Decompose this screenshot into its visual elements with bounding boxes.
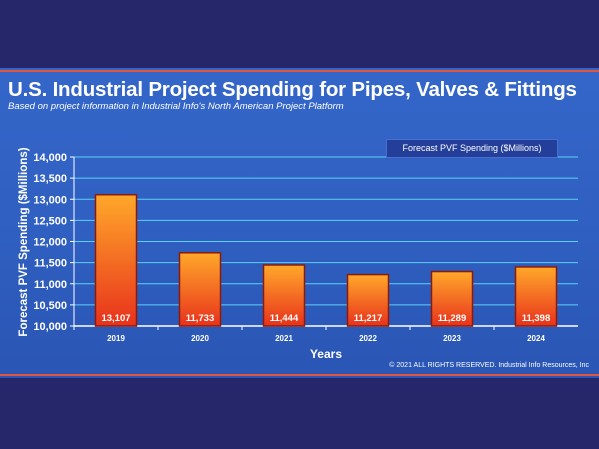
y-tick-labels: 10,000 10,500 11,000 11,500 12,000 12,500 13,0… [33, 152, 67, 333]
data-label: 11,217 [354, 313, 383, 324]
chart-subtitle: Based on project information in Industri… [8, 101, 344, 112]
x-tick-label: 2019 [107, 334, 125, 343]
chart-title: U.S. Industrial Project Spending for Pip… [8, 78, 577, 101]
data-label: 11,289 [438, 313, 467, 324]
bar [94, 193, 138, 327]
legend-label: Forecast PVF Spending ($Millions) [402, 143, 542, 153]
data-label: 11,733 [186, 313, 215, 324]
data-label: 13,107 [101, 313, 130, 324]
x-tick-label: 2024 [527, 334, 545, 343]
bar [346, 273, 390, 327]
bar [262, 264, 306, 327]
gridlines [74, 156, 578, 306]
y-tick-label: 14,000 [33, 152, 67, 164]
axes [70, 156, 578, 330]
x-tick-label: 2021 [275, 334, 293, 343]
y-tick-label: 13,500 [33, 173, 67, 185]
y-tick-label: 11,000 [34, 279, 67, 291]
bottom-band [0, 378, 599, 449]
y-tick-label: 12,500 [33, 215, 67, 227]
accent-stripe-top [0, 70, 599, 72]
legend: Forecast PVF Spending ($Millions) [386, 139, 558, 158]
bar [178, 252, 222, 327]
bar [514, 266, 558, 327]
y-tick-label: 10,000 [33, 321, 67, 333]
data-label: 11,444 [270, 313, 299, 324]
y-tick-label: 10,500 [33, 300, 67, 312]
x-tick-label: 2020 [191, 334, 209, 343]
y-axis-title: Forecast PVF Spending ($Millions) [18, 147, 30, 336]
x-tick-labels: 2019 2020 2021 2022 2023 2024 [107, 334, 545, 343]
accent-stripe-bottom [0, 374, 599, 376]
y-tick-label: 11,500 [34, 258, 67, 270]
data-label: 11,398 [522, 313, 551, 324]
bar [430, 270, 474, 327]
x-tick-label: 2023 [443, 334, 461, 343]
y-tick-label: 12,000 [33, 237, 67, 249]
y-tick-label: 13,000 [33, 194, 67, 206]
x-tick-label: 2022 [359, 334, 377, 343]
bars: 13,107 11,733 11,444 11,217 11,289 11,398 [94, 193, 558, 327]
x-axis-title: Years [310, 347, 342, 361]
copyright-notice: © 2021 ALL RIGHTS RESERVED. Industrial I… [389, 362, 589, 369]
top-band [0, 0, 599, 68]
